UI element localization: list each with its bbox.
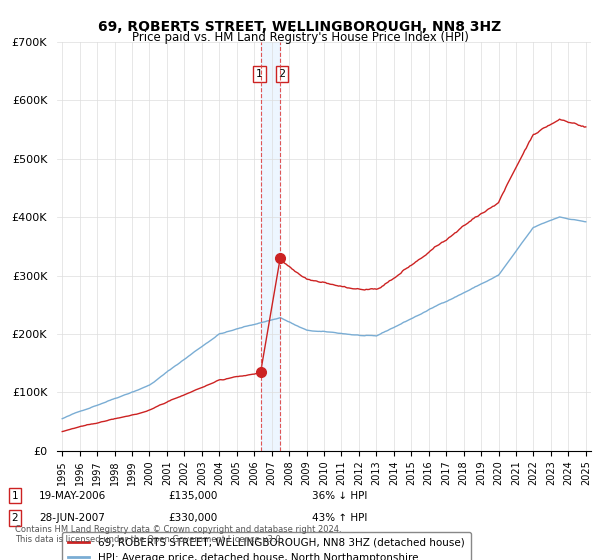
Text: 28-JUN-2007: 28-JUN-2007	[39, 513, 105, 523]
Text: £135,000: £135,000	[168, 491, 217, 501]
Text: 36% ↓ HPI: 36% ↓ HPI	[312, 491, 367, 501]
Text: 43% ↑ HPI: 43% ↑ HPI	[312, 513, 367, 523]
Text: 1: 1	[256, 69, 263, 79]
Text: 69, ROBERTS STREET, WELLINGBOROUGH, NN8 3HZ: 69, ROBERTS STREET, WELLINGBOROUGH, NN8 …	[98, 20, 502, 34]
Text: 2: 2	[278, 69, 286, 79]
Text: Price paid vs. HM Land Registry's House Price Index (HPI): Price paid vs. HM Land Registry's House …	[131, 31, 469, 44]
Text: 2: 2	[11, 513, 19, 523]
Bar	[260, 42, 280, 451]
Text: 1: 1	[11, 491, 19, 501]
Text: Contains HM Land Registry data © Crown copyright and database right 2024.
This d: Contains HM Land Registry data © Crown c…	[15, 525, 341, 544]
Legend: 69, ROBERTS STREET, WELLINGBOROUGH, NN8 3HZ (detached house), HPI: Average price: 69, ROBERTS STREET, WELLINGBOROUGH, NN8 …	[62, 531, 470, 560]
Text: 19-MAY-2006: 19-MAY-2006	[39, 491, 106, 501]
Text: £330,000: £330,000	[168, 513, 217, 523]
